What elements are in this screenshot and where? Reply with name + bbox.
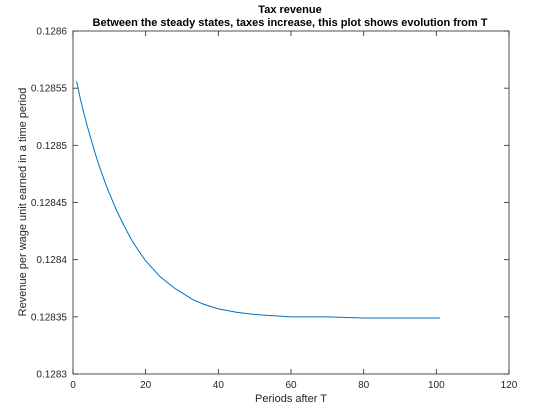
x-tick-label: 80 xyxy=(358,380,370,391)
x-tick-label: 100 xyxy=(428,380,445,391)
chart-subtitle: Between the steady states, taxes increas… xyxy=(93,17,488,29)
y-tick-label: 0.12845 xyxy=(31,198,68,209)
x-tick-label: 120 xyxy=(501,380,518,391)
plot-area xyxy=(73,31,509,374)
x-tick-label: 60 xyxy=(285,380,297,391)
y-tick-label: 0.12855 xyxy=(31,84,68,95)
y-tick-label: 0.1284 xyxy=(36,255,67,266)
x-axis-label: Periods after T xyxy=(255,393,327,405)
x-tick-label: 40 xyxy=(213,380,225,391)
chart-title: Tax revenue xyxy=(258,4,321,16)
x-tick-label: 20 xyxy=(140,380,152,391)
x-tick-label: 0 xyxy=(70,380,76,391)
y-tick-label: 0.1283 xyxy=(36,370,67,381)
y-tick-label: 0.12835 xyxy=(31,312,68,323)
y-tick-label: 0.1285 xyxy=(36,141,67,152)
y-axis-label: Revenue per wage unit earned in a time p… xyxy=(17,88,29,317)
y-tick-label: 0.1286 xyxy=(36,27,67,38)
